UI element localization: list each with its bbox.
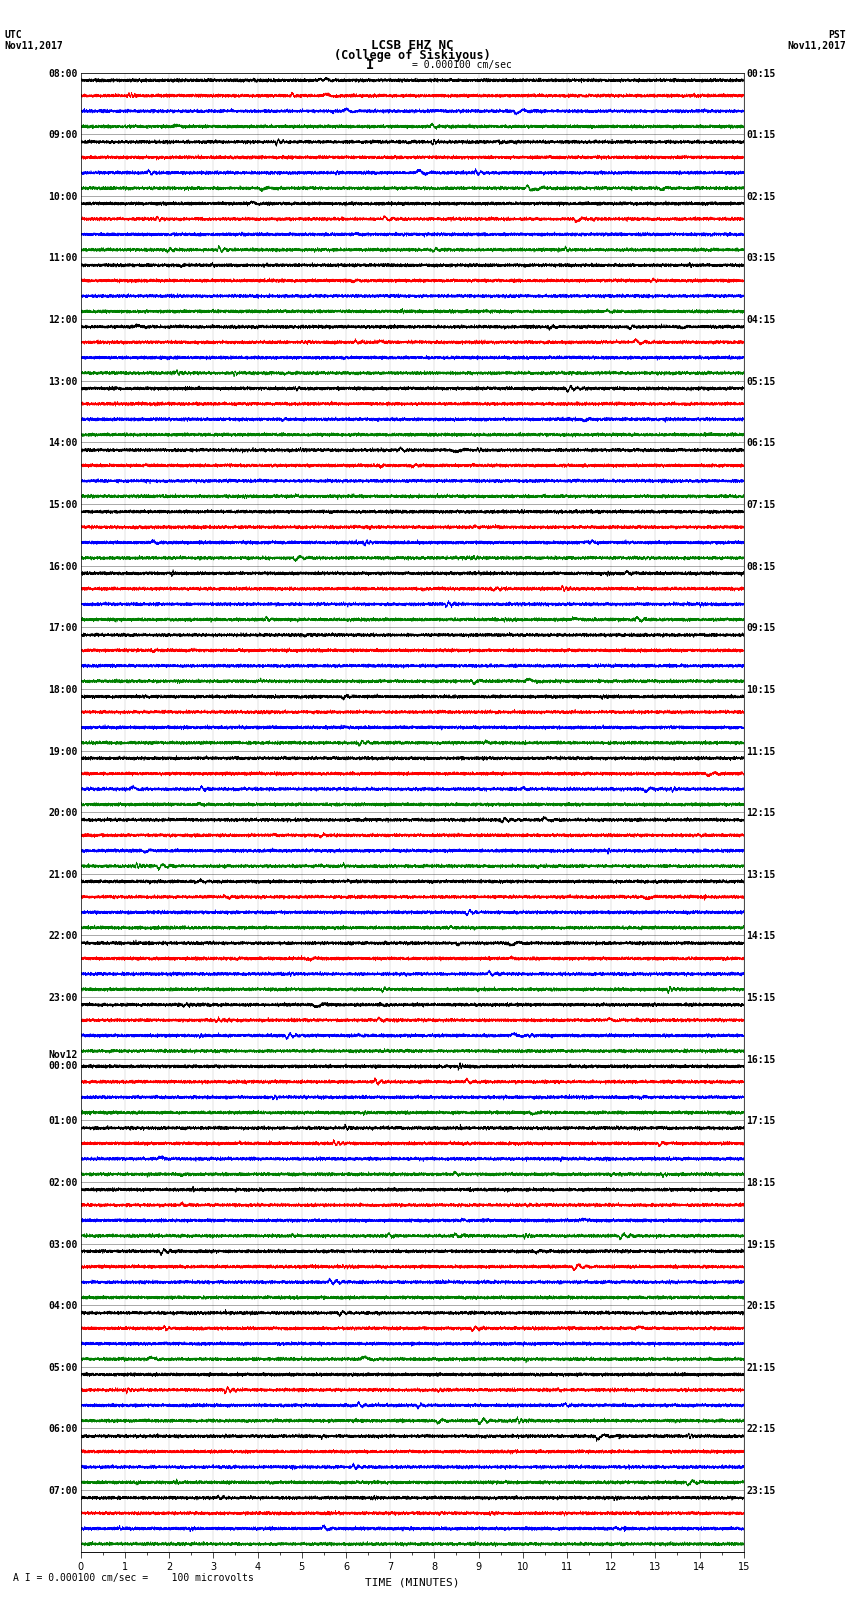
Text: (College of Siskiyous): (College of Siskiyous) [334, 48, 490, 63]
Text: UTC: UTC [4, 29, 22, 39]
Text: A I = 0.000100 cm/sec =    100 microvolts: A I = 0.000100 cm/sec = 100 microvolts [13, 1573, 253, 1582]
X-axis label: TIME (MINUTES): TIME (MINUTES) [365, 1578, 460, 1587]
Text: PST: PST [828, 29, 846, 39]
Text: = 0.000100 cm/sec: = 0.000100 cm/sec [412, 60, 512, 69]
Text: LCSB EHZ NC: LCSB EHZ NC [371, 39, 454, 53]
Text: I: I [366, 58, 374, 71]
Text: Nov11,2017: Nov11,2017 [787, 40, 846, 50]
Text: Nov11,2017: Nov11,2017 [4, 40, 63, 50]
